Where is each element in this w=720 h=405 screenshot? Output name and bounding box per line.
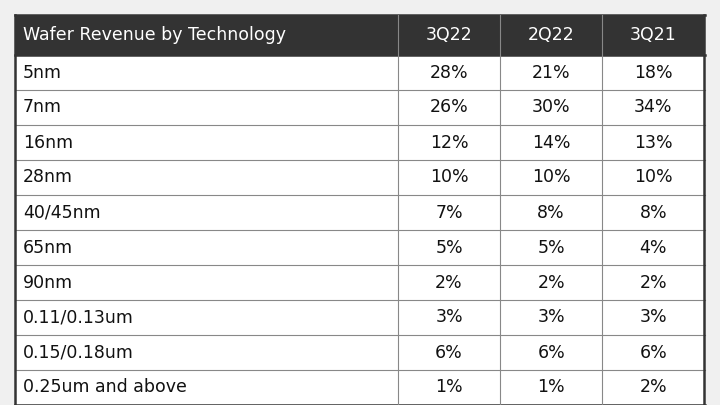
Bar xyxy=(15,160,705,195)
Text: 7%: 7% xyxy=(435,203,463,222)
Text: 6%: 6% xyxy=(435,343,463,362)
Text: 30%: 30% xyxy=(532,98,570,117)
Text: 28nm: 28nm xyxy=(23,168,73,186)
Text: 1%: 1% xyxy=(435,379,463,396)
Text: 5%: 5% xyxy=(537,239,565,256)
Text: 10%: 10% xyxy=(634,168,672,186)
Bar xyxy=(15,300,705,335)
Text: Wafer Revenue by Technology: Wafer Revenue by Technology xyxy=(23,26,286,44)
Text: 2Q22: 2Q22 xyxy=(528,26,575,44)
Text: 6%: 6% xyxy=(639,343,667,362)
Text: 5nm: 5nm xyxy=(23,64,62,81)
Text: 16nm: 16nm xyxy=(23,134,73,151)
Text: 2%: 2% xyxy=(537,273,565,292)
Text: 0.15/0.18um: 0.15/0.18um xyxy=(23,343,134,362)
Text: 3%: 3% xyxy=(435,309,463,326)
Bar xyxy=(15,125,705,160)
Text: 14%: 14% xyxy=(532,134,570,151)
Text: 8%: 8% xyxy=(639,203,667,222)
Text: 2%: 2% xyxy=(639,273,667,292)
Text: 8%: 8% xyxy=(537,203,565,222)
Bar xyxy=(15,370,705,405)
Text: 26%: 26% xyxy=(430,98,469,117)
Text: 0.11/0.13um: 0.11/0.13um xyxy=(23,309,134,326)
Text: 3Q22: 3Q22 xyxy=(426,26,472,44)
Text: 90nm: 90nm xyxy=(23,273,73,292)
Text: 3%: 3% xyxy=(537,309,565,326)
Text: 2%: 2% xyxy=(435,273,463,292)
Bar xyxy=(15,195,705,230)
Bar xyxy=(15,265,705,300)
Text: 0.25um and above: 0.25um and above xyxy=(23,379,187,396)
Text: 3%: 3% xyxy=(639,309,667,326)
Text: 2%: 2% xyxy=(639,379,667,396)
Text: 21%: 21% xyxy=(532,64,570,81)
Bar xyxy=(15,15,705,55)
Text: 12%: 12% xyxy=(430,134,468,151)
Bar xyxy=(15,230,705,265)
Text: 65nm: 65nm xyxy=(23,239,73,256)
Text: 4%: 4% xyxy=(639,239,667,256)
Text: 10%: 10% xyxy=(430,168,468,186)
Text: 28%: 28% xyxy=(430,64,468,81)
Bar xyxy=(15,335,705,370)
Text: 34%: 34% xyxy=(634,98,672,117)
Text: 40/45nm: 40/45nm xyxy=(23,203,101,222)
Text: 7nm: 7nm xyxy=(23,98,62,117)
Text: 3Q21: 3Q21 xyxy=(630,26,677,44)
Text: 18%: 18% xyxy=(634,64,672,81)
Text: 10%: 10% xyxy=(532,168,570,186)
Bar xyxy=(15,55,705,90)
Text: 1%: 1% xyxy=(537,379,565,396)
Text: 5%: 5% xyxy=(435,239,463,256)
Bar xyxy=(15,90,705,125)
Text: 6%: 6% xyxy=(537,343,565,362)
Text: 13%: 13% xyxy=(634,134,672,151)
